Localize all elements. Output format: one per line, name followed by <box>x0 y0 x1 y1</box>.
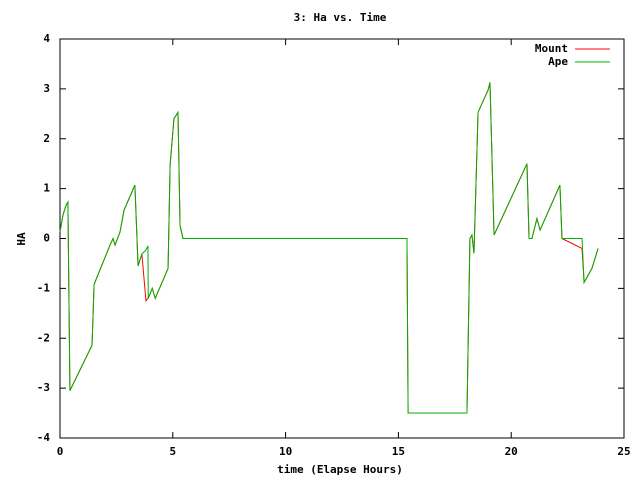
chart-title: 3: Ha vs. Time <box>294 11 387 24</box>
y-tick-label: -1 <box>37 281 51 294</box>
x-axis-label: time (Elapse Hours) <box>277 463 403 476</box>
y-tick-label: 3 <box>43 82 50 95</box>
legend-label: Ape <box>548 55 568 68</box>
y-axis-label: HA <box>15 232 28 246</box>
x-tick-label: 10 <box>279 445 292 458</box>
y-tick-label: 0 <box>43 232 50 245</box>
x-tick-label: 15 <box>392 445 405 458</box>
series-line <box>59 82 599 414</box>
y-tick-label: -4 <box>37 431 51 444</box>
x-tick-label: 5 <box>169 445 176 458</box>
y-tick-label: -2 <box>37 331 50 344</box>
x-tick-label: 0 <box>57 445 64 458</box>
legend-label: Mount <box>535 42 568 55</box>
y-tick-label: 2 <box>43 132 50 145</box>
x-tick-label: 25 <box>617 445 630 458</box>
y-tick-label: 1 <box>43 182 50 195</box>
y-tick-label: -3 <box>37 381 50 394</box>
x-tick-label: 20 <box>505 445 518 458</box>
y-tick-label: 4 <box>43 32 50 45</box>
